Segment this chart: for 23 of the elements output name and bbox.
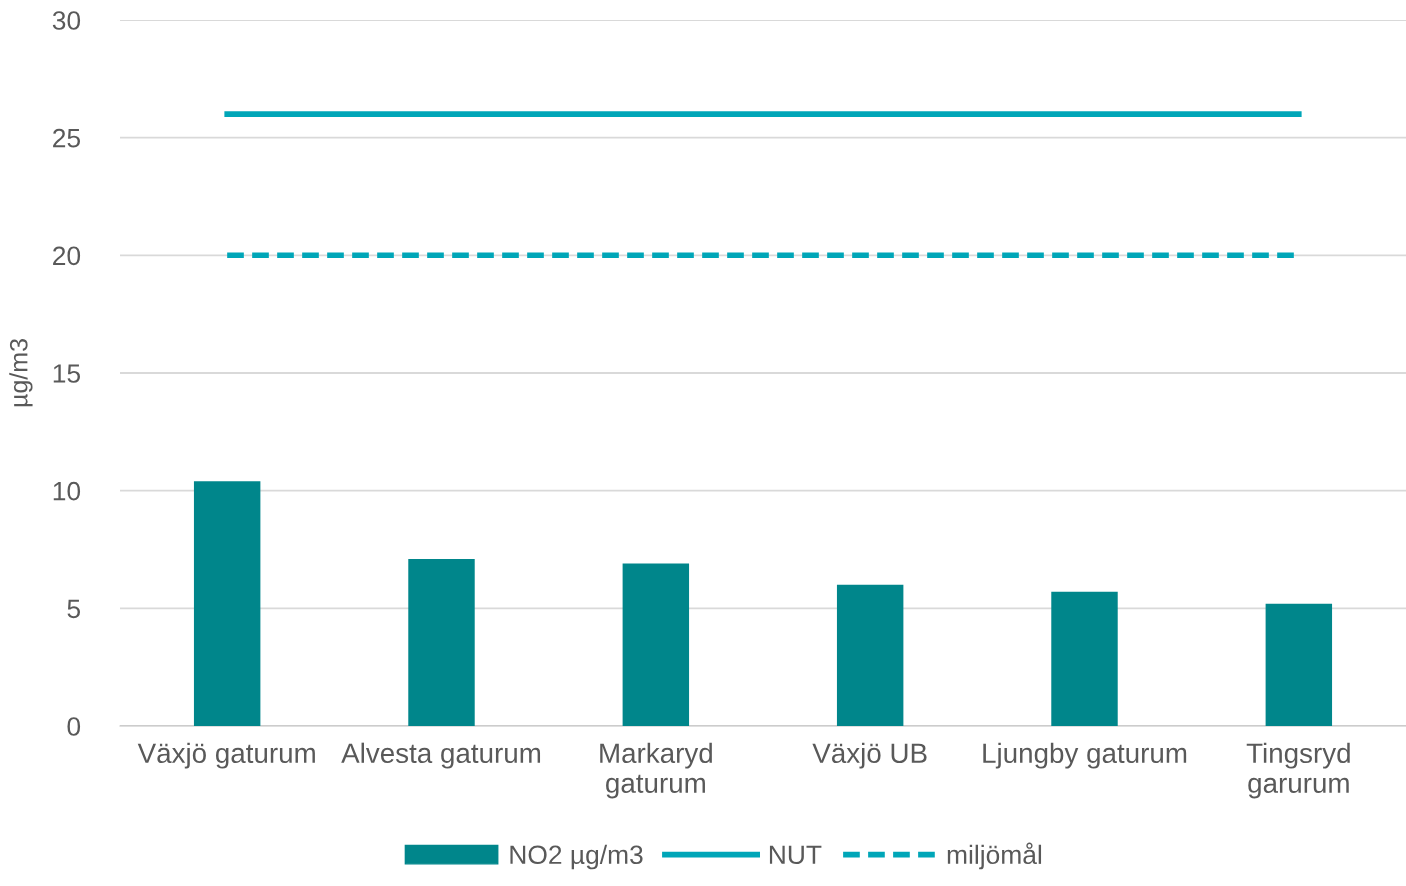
y-tick-label: 25 xyxy=(53,128,81,148)
x-tick-label: Tingsryd garurum xyxy=(1246,742,1350,799)
y-tick-label: 5 xyxy=(67,599,81,619)
x-tick-label: Ljungby gaturum xyxy=(983,742,1187,769)
y-tick-label: 20 xyxy=(53,246,81,266)
x-tick-label: Växjö UB xyxy=(812,742,927,769)
y-tick-label: 0 xyxy=(67,717,81,736)
bar xyxy=(408,558,475,726)
y-tick-label: 15 xyxy=(53,364,81,383)
y-tick-label: 10 xyxy=(53,481,81,501)
bar xyxy=(622,563,690,726)
legend-label: miljömål xyxy=(947,842,1042,870)
y-axis-title: µg/m3 xyxy=(9,339,33,407)
x-tick-label: Växjö gaturum xyxy=(137,742,315,769)
legend-label: NO2 µg/m3 xyxy=(510,844,643,870)
bar xyxy=(1051,591,1118,726)
bar xyxy=(193,481,261,726)
x-tick-label: Markaryd gaturum xyxy=(600,742,712,799)
x-tick-label: Alvesta gaturum xyxy=(341,742,541,769)
legend-label: NUT xyxy=(769,845,822,865)
bar xyxy=(836,584,904,726)
y-tick-label: 30 xyxy=(52,11,81,30)
bar xyxy=(1265,603,1333,726)
